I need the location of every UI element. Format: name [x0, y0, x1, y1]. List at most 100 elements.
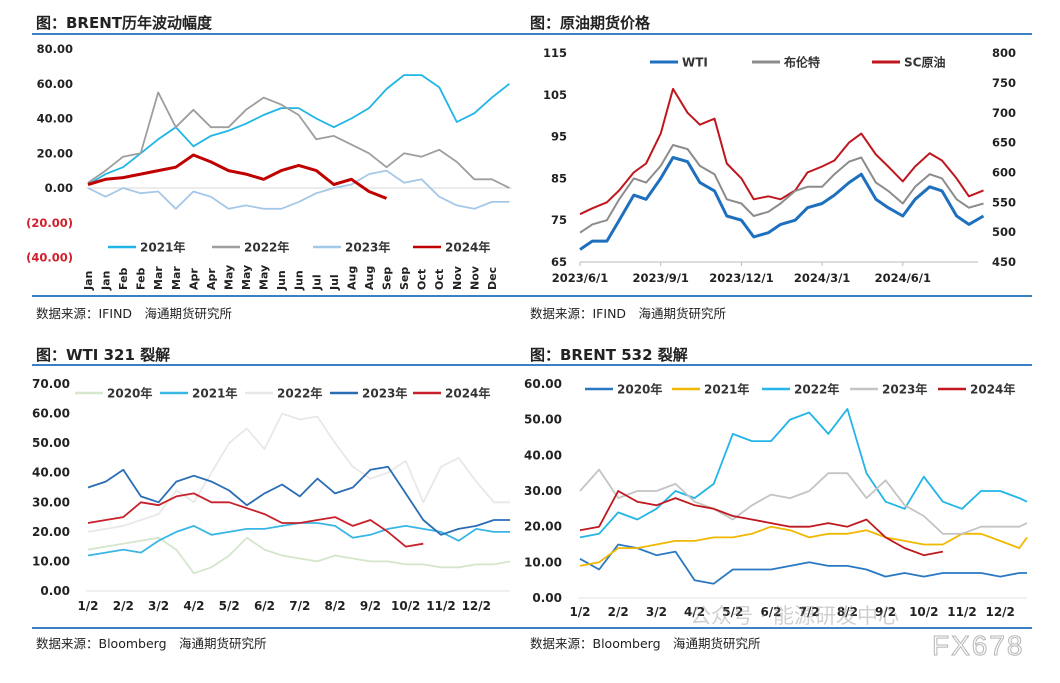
x-tick-label: Mar [152, 266, 165, 290]
x-tick-label: Jun [275, 270, 288, 291]
x-tick-label: Apr [205, 268, 218, 290]
y-tick-label: 60.00 [37, 77, 73, 91]
x-tick-label: Jul [310, 274, 323, 291]
y-right-tick-label: 650 [992, 136, 1016, 150]
x-tick-label: 12/2 [985, 605, 1014, 619]
y-left-tick-label: 95 [551, 130, 567, 144]
y-tick-label: 20.00 [37, 146, 73, 160]
legend-label: 2022年 [244, 240, 289, 255]
series-line-2021年 [579, 525, 1028, 567]
x-tick-label: Oct [416, 269, 429, 290]
y-tick-label: 70.00 [32, 377, 70, 391]
series-line-2023年 [87, 465, 510, 536]
y-tick-label: 20.00 [524, 520, 562, 534]
y-tick-label: 20.00 [32, 525, 70, 539]
y-tick-label: 40.00 [37, 112, 73, 126]
y-right-tick-label: 600 [992, 165, 1016, 179]
x-tick-label: 2023/12/1 [709, 271, 773, 285]
series-line-SC原油 [579, 87, 984, 216]
legend-label: SC原油 [904, 55, 945, 70]
bottom-rule [32, 627, 1032, 629]
x-tick-label: 6/2 [254, 599, 275, 613]
x-tick-label: Dec [486, 267, 499, 290]
x-tick-label: 3/2 [148, 599, 169, 613]
x-tick-label: May [222, 265, 235, 290]
x-tick-label: Nov [468, 265, 481, 290]
x-tick-label: Nov [451, 265, 464, 290]
y-tick-label: 30.00 [524, 484, 562, 498]
x-tick-label: 4/2 [183, 599, 204, 613]
chart1-source: 数据来源：IFIND 海通期货研究所 [36, 306, 233, 321]
x-tick-label: Sep [398, 267, 411, 290]
chart2-source: 数据来源：IFIND 海通期货研究所 [530, 306, 727, 321]
legend-label: 2020年 [107, 386, 152, 401]
series-line-2024年 [579, 490, 944, 557]
y-tick-label: 60.00 [524, 377, 562, 391]
x-tick-label: 6/2 [760, 605, 781, 619]
y-tick-label: (40.00) [26, 251, 73, 265]
y-tick-label: (20.00) [26, 216, 73, 230]
y-left-tick-label: 105 [543, 88, 567, 102]
y-left-tick-label: 75 [551, 213, 567, 227]
mid-rule-lower [32, 364, 1032, 366]
series-line-WTI [579, 156, 985, 251]
y-tick-label: 0.00 [40, 584, 70, 598]
legend-label: 2021年 [704, 382, 749, 397]
y-right-tick-label: 750 [992, 76, 1016, 90]
y-tick-label: 60.00 [32, 407, 70, 421]
x-tick-label: 8/2 [837, 605, 858, 619]
x-tick-label: May [258, 265, 271, 290]
chart3-title: 图：WTI 321 裂解 [36, 346, 171, 364]
legend-label: 2024年 [445, 386, 490, 401]
y-right-tick-label: 800 [992, 46, 1016, 60]
x-tick-label: Oct [433, 269, 446, 290]
y-right-tick-label: 700 [992, 106, 1016, 120]
series-line-2022年 [579, 407, 1028, 539]
chart2-title: 图：原油期货价格 [530, 14, 651, 32]
chart4-source: 数据来源：Bloomberg 海通期货研究所 [530, 636, 761, 651]
x-tick-label: 4/2 [684, 605, 705, 619]
y-tick-label: 40.00 [524, 448, 562, 462]
x-tick-label: Jan [100, 271, 113, 291]
legend-label: 2024年 [970, 382, 1015, 397]
x-tick-label: Aug [363, 266, 376, 290]
y-tick-label: 80.00 [37, 42, 73, 56]
legend-label: WTI [682, 56, 708, 70]
series-line-布伦特 [579, 144, 984, 234]
legend-label: 2024年 [445, 240, 490, 255]
x-tick-label: 11/2 [947, 605, 976, 619]
x-tick-label: 8/2 [325, 599, 346, 613]
series-line-2024年 [87, 153, 388, 200]
x-tick-label: Feb [135, 267, 148, 290]
y-left-tick-label: 85 [551, 171, 567, 185]
x-tick-label: 9/2 [360, 599, 381, 613]
legend-label: 布伦特 [784, 55, 820, 70]
x-tick-label: 1/2 [77, 599, 98, 613]
x-tick-label: 2024/6/1 [875, 271, 931, 285]
x-tick-label: 2024/3/1 [794, 271, 850, 285]
series-line-2022年 [87, 91, 510, 189]
legend-label: 2021年 [140, 240, 185, 255]
legend-label: 2022年 [794, 382, 839, 397]
series-line-2020年 [87, 536, 511, 575]
y-tick-label: 0.00 [532, 591, 562, 605]
y-tick-label: 50.00 [524, 413, 562, 427]
x-tick-label: 11/2 [426, 599, 455, 613]
y-left-tick-label: 65 [551, 255, 567, 269]
x-tick-label: 2023/9/1 [632, 271, 688, 285]
x-tick-label: 2023/6/1 [552, 271, 608, 285]
x-tick-label: 3/2 [646, 605, 667, 619]
y-tick-label: 50.00 [32, 436, 70, 450]
y-left-tick-label: 115 [543, 46, 567, 60]
x-tick-label: Jul [328, 274, 341, 291]
x-tick-label: Jun [293, 270, 306, 291]
x-tick-label: Apr [187, 268, 200, 290]
x-tick-label: 5/2 [219, 599, 240, 613]
series-line-2022年 [87, 412, 510, 533]
y-tick-label: 40.00 [32, 466, 70, 480]
watermark-logo: FX678 [932, 630, 1025, 662]
y-tick-label: 30.00 [32, 495, 70, 509]
y-tick-label: 10.00 [524, 555, 562, 569]
